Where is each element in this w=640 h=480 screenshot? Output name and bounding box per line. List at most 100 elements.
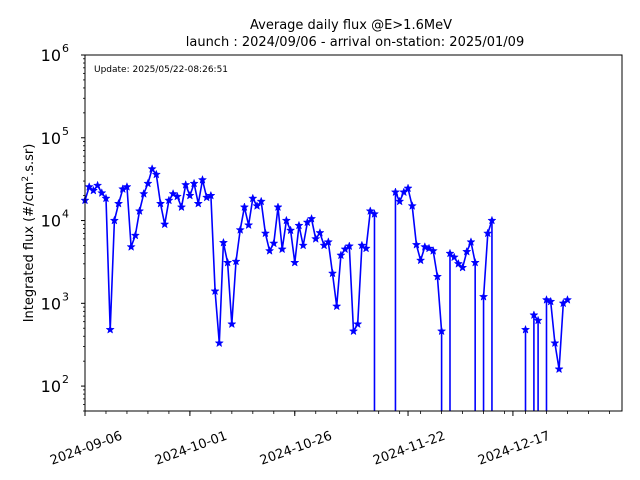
data-point-marker xyxy=(235,225,245,234)
data-point-marker xyxy=(546,296,556,306)
data-point-marker xyxy=(550,338,560,348)
y-tick-exponent: 2 xyxy=(62,373,69,386)
data-point-marker xyxy=(457,262,468,272)
data-point-marker xyxy=(256,196,266,206)
x-tick-label: 2024-12-17 xyxy=(476,429,552,469)
chart-title: Average daily flux @E>1.6MeV xyxy=(250,18,452,33)
data-point-marker xyxy=(533,315,543,325)
data-point-marker xyxy=(306,213,317,223)
y-axis-label: Integrated flux (#/cm2.s.sr) xyxy=(21,144,37,323)
data-point-marker xyxy=(407,201,417,210)
data-point-marker xyxy=(353,319,363,329)
data-point-marker xyxy=(97,188,107,197)
data-point-marker xyxy=(155,198,166,208)
y-tick-label: 10 xyxy=(41,377,61,396)
x-tick-label: 2024-10-26 xyxy=(258,429,334,469)
data-point-marker xyxy=(218,237,229,247)
series-line xyxy=(546,299,569,371)
data-point-marker xyxy=(311,233,321,243)
data-point-marker xyxy=(88,185,99,195)
data-point-marker xyxy=(420,242,430,251)
data-point-marker xyxy=(181,179,191,189)
y-tick-exponent: 6 xyxy=(62,42,69,55)
data-point-marker xyxy=(436,326,447,336)
data-point-marker xyxy=(487,215,497,225)
data-point-marker xyxy=(139,188,149,198)
data-point-marker xyxy=(176,202,187,212)
data-point-marker xyxy=(394,196,405,206)
data-point-marker xyxy=(222,257,233,267)
data-point-marker xyxy=(210,286,220,296)
series-line xyxy=(84,168,375,345)
data-point-marker xyxy=(239,202,250,212)
data-point-marker xyxy=(428,245,438,255)
data-point-marker xyxy=(189,178,199,188)
data-point-marker xyxy=(243,220,254,230)
data-point-marker xyxy=(403,183,413,193)
data-point-marker xyxy=(151,169,161,179)
data-point-marker xyxy=(369,209,380,218)
data-point-marker xyxy=(206,190,216,200)
data-point-marker xyxy=(562,294,573,304)
data-point-marker xyxy=(227,319,237,329)
data-point-marker xyxy=(214,338,224,348)
data-point-marker xyxy=(109,215,120,225)
data-point-marker xyxy=(260,228,271,238)
data-point-marker xyxy=(248,193,258,203)
y-tick-exponent: 5 xyxy=(62,125,69,138)
chart-subtitle: launch : 2024/09/06 - arrival on-station… xyxy=(186,35,524,50)
data-point-marker xyxy=(453,258,464,268)
data-point-marker xyxy=(478,291,489,301)
data-point-marker xyxy=(101,193,111,203)
data-point-marker xyxy=(285,225,296,235)
data-point-marker xyxy=(327,268,338,278)
data-point-marker xyxy=(361,243,371,253)
y-tick-label: 10 xyxy=(41,46,61,65)
data-point-marker xyxy=(160,219,170,229)
data-point-marker xyxy=(294,220,304,230)
x-tick-label: 2024-11-22 xyxy=(371,429,447,469)
data-point-marker xyxy=(365,206,375,216)
data-point-marker xyxy=(164,195,174,205)
data-point-marker xyxy=(332,301,342,311)
data-point-marker xyxy=(113,198,124,208)
data-point-marker xyxy=(449,252,459,262)
data-point-marker xyxy=(130,230,141,240)
data-point-marker xyxy=(466,237,476,247)
data-point-marker xyxy=(172,191,182,201)
data-point-marker xyxy=(462,246,472,256)
plot-frame xyxy=(84,54,623,412)
x-tick-label: 2024-09-06 xyxy=(48,429,124,469)
data-point-marker xyxy=(105,324,115,334)
data-point-marker xyxy=(168,188,178,198)
data-point-marker xyxy=(126,242,136,251)
x-tick-label: 2024-10-01 xyxy=(153,429,229,469)
y-axis-label-units: .s.sr) xyxy=(22,144,37,176)
y-axis-label-superscript: 2 xyxy=(21,176,31,182)
data-point-marker xyxy=(143,178,153,188)
data-point-marker xyxy=(432,271,443,281)
y-tick-label: 10 xyxy=(41,129,61,148)
data-point-marker xyxy=(273,202,283,212)
data-point-marker xyxy=(424,243,434,253)
data-point-marker xyxy=(277,244,287,254)
data-point-marker xyxy=(134,206,145,216)
data-point-marker xyxy=(269,238,279,248)
data-point-marker xyxy=(290,257,300,267)
y-tick-label: 10 xyxy=(41,212,61,231)
data-point-marker xyxy=(415,255,426,265)
data-point-marker xyxy=(147,164,157,173)
plot-area xyxy=(80,164,573,411)
y-tick-exponent: 3 xyxy=(62,290,69,303)
x-axis: 2024-09-06 2024-10-01 2024-10-26 2024-11-22… xyxy=(48,411,610,469)
data-point-marker xyxy=(411,239,422,249)
y-axis-label-main: Integrated flux (#/cm xyxy=(22,182,37,323)
data-point-marker xyxy=(344,241,354,251)
y-tick-exponent: 4 xyxy=(62,208,69,221)
data-point-marker xyxy=(445,248,455,258)
data-point-marker xyxy=(323,237,333,247)
y-tick-label: 10 xyxy=(41,294,61,313)
data-point-marker xyxy=(554,364,564,374)
